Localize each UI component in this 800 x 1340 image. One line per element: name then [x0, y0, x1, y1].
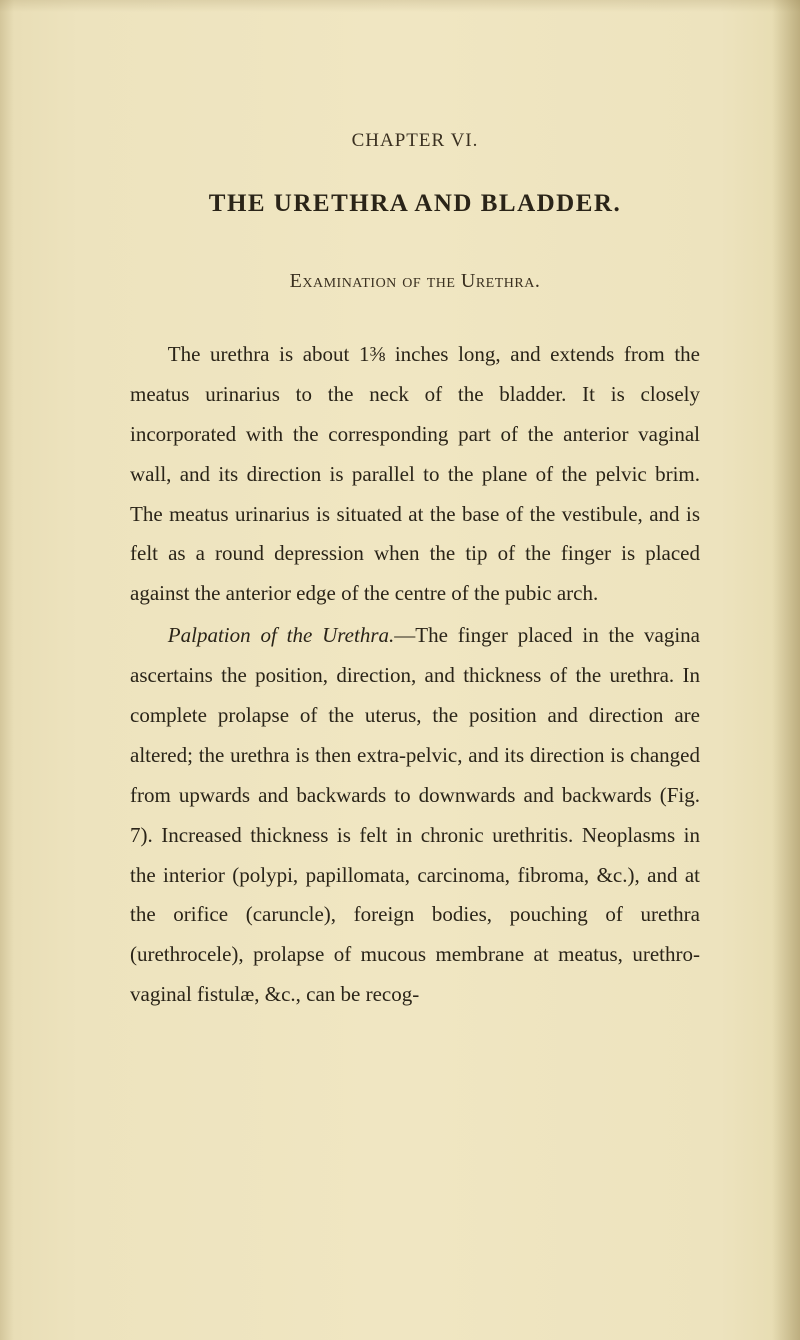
paragraph-1: The urethra is about 1⅜ inches long, and… — [130, 335, 700, 614]
paragraph-2-body: —The finger placed in the vagina ascerta… — [130, 623, 700, 1006]
paragraph-2-lead-italic: Palpation of the Urethra. — [168, 623, 394, 647]
paragraph-2: Palpation of the Urethra.—The finger pla… — [130, 616, 700, 1015]
page-right-shadow — [772, 0, 800, 1340]
chapter-label: CHAPTER VI. — [130, 130, 700, 152]
page-left-shadow — [0, 0, 14, 1340]
section-heading: Examination of the Urethra. — [130, 270, 700, 293]
page-top-shadow — [0, 0, 800, 12]
page-content: CHAPTER VI. THE URETHRA AND BLADDER. Exa… — [0, 0, 800, 1340]
chapter-title: THE URETHRA AND BLADDER. — [130, 190, 700, 218]
